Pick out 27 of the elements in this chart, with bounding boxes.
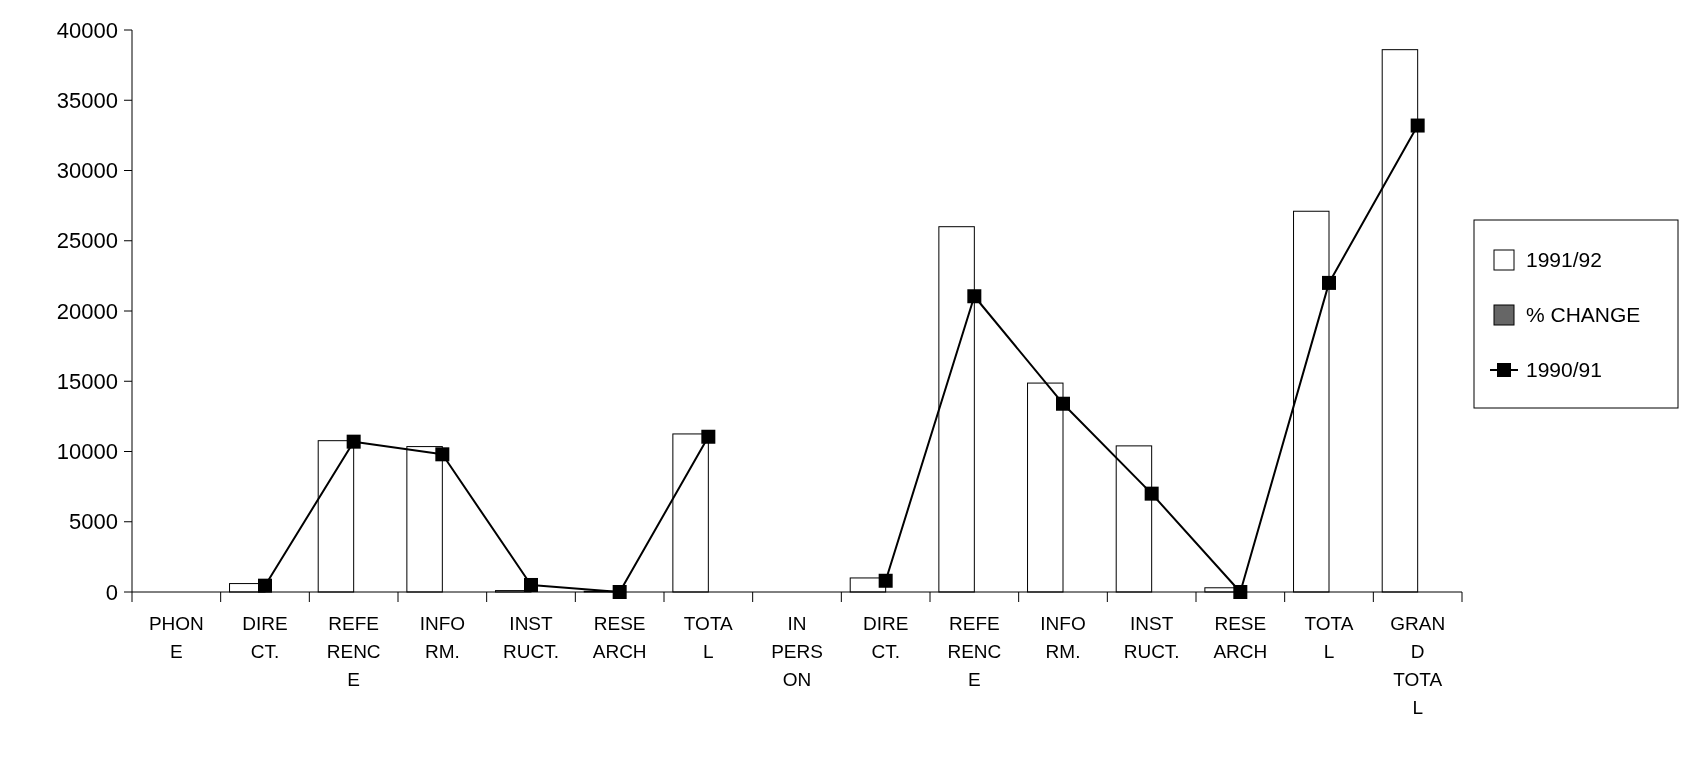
x-tick-label: GRAN D TOTA L xyxy=(1390,613,1446,718)
y-tick-label: 30000 xyxy=(56,158,118,184)
x-tick-label: TOTA L xyxy=(1304,613,1354,662)
x-tick-label: REFE RENC E xyxy=(326,613,381,690)
x-tick-label: REFE RENC E xyxy=(947,613,1002,690)
x-tick-label: RESE ARCH xyxy=(592,613,647,662)
x-tick-label: RESE ARCH xyxy=(1213,613,1268,662)
y-tick-label: 35000 xyxy=(56,87,118,113)
x-tick-label: PHON E xyxy=(148,613,204,662)
x-tick-label: INST RUCT. xyxy=(503,613,559,662)
x-tick-label: IN PERS ON xyxy=(771,613,823,690)
x-tick-label: DIRE CT. xyxy=(242,613,288,662)
x-tick-label: INFO RM. xyxy=(1040,613,1086,662)
legend-label: 1990/91 xyxy=(1526,358,1602,382)
y-tick-label: 10000 xyxy=(56,439,118,465)
x-tick-label: INFO RM. xyxy=(419,613,466,662)
x-tick-label: INST RUCT. xyxy=(1123,613,1180,662)
x-tick-label: TOTA L xyxy=(683,613,734,662)
x-tick-label: DIRE CT. xyxy=(862,613,909,662)
y-tick-label: 40000 xyxy=(56,17,118,43)
legend-label: 1991/92 xyxy=(1526,248,1602,272)
y-tick-label: 5000 xyxy=(69,509,118,535)
legend-label: % CHANGE xyxy=(1526,303,1641,327)
y-tick-label: 0 xyxy=(105,579,118,605)
y-tick-label: 25000 xyxy=(56,228,118,254)
y-tick-label: 20000 xyxy=(56,298,118,324)
y-tick-label: 15000 xyxy=(56,368,118,394)
